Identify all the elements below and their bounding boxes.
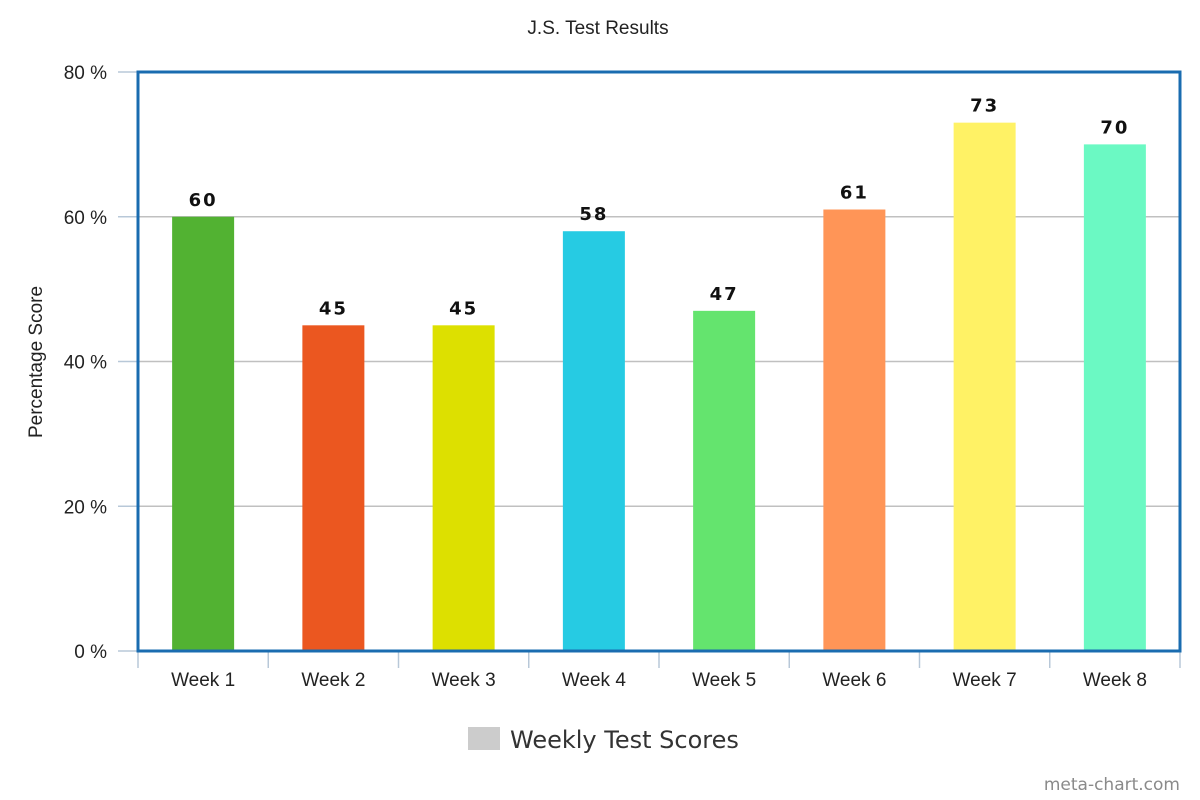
y-tick-label: 0 % [74,642,107,663]
data-label: 61 [840,183,869,204]
bar[interactable] [953,122,1016,652]
bar[interactable] [562,231,625,651]
y-tick-label: 40 % [64,353,107,374]
data-label: 47 [710,284,739,305]
x-tick-label: Week 3 [432,670,496,691]
x-tick-label: Week 1 [171,670,235,691]
x-tick-label: Week 6 [822,670,886,691]
legend-swatch[interactable] [468,727,500,750]
y-tick-label: 20 % [64,497,107,518]
x-tick-label: Week 2 [301,670,365,691]
data-label: 58 [579,204,608,225]
bar-series [172,122,1146,652]
x-tick-label: Week 7 [953,670,1017,691]
grid-lines [138,216,1180,507]
credit-text: meta-chart.com [1044,775,1180,795]
bar[interactable] [172,216,235,651]
x-tick-label: Week 5 [692,670,756,691]
y-axis-label: Percentage Score [26,286,47,438]
chart-title: J.S. Test Results [527,18,668,39]
bar[interactable] [823,209,886,651]
legend-label[interactable]: Weekly Test Scores [510,726,739,754]
bar[interactable] [1083,144,1146,651]
data-label: 70 [1100,117,1129,138]
x-axis: Week 1 Week 2 Week 3 Week 4 Week 5 Week 6 Week… [137,650,1181,691]
y-axis-ticks: 0 % 20 % 40 % 60 % 80 % [64,63,138,663]
x-tick-label: Week 8 [1083,670,1147,691]
data-labels: 60 45 45 58 47 61 73 70 [189,96,1129,320]
y-tick-label: 80 % [64,63,107,84]
bar[interactable] [432,325,495,651]
legend[interactable]: Weekly Test Scores [468,726,739,754]
bar[interactable] [693,310,756,651]
data-label: 45 [449,298,478,319]
plot-frame [136,70,1182,653]
bar[interactable] [302,325,365,651]
y-tick-label: 60 % [64,208,107,229]
data-label: 60 [189,190,218,211]
data-label: 73 [970,96,999,117]
x-tick-label: Week 4 [562,670,627,691]
data-label: 45 [319,298,348,319]
